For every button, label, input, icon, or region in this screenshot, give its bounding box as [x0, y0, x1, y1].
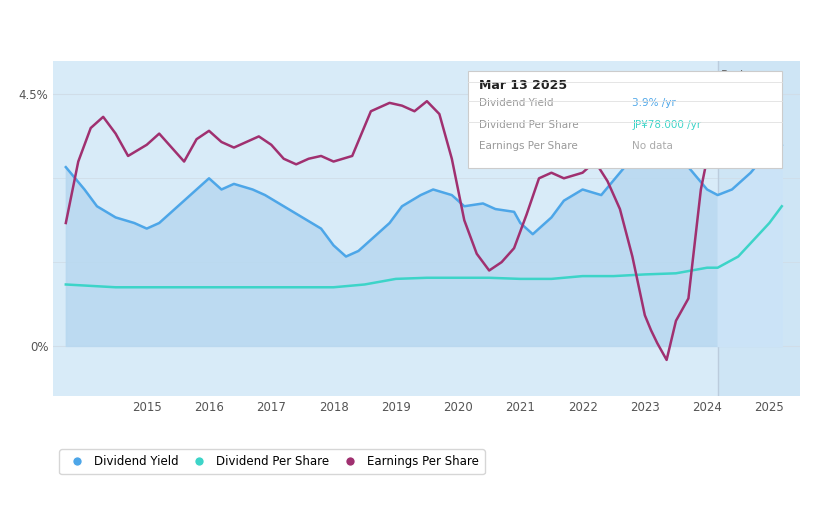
Text: Mar 13 2025: Mar 13 2025 [479, 79, 567, 92]
Text: Past: Past [721, 69, 745, 82]
Legend: Dividend Yield, Dividend Per Share, Earnings Per Share: Dividend Yield, Dividend Per Share, Earn… [59, 450, 484, 474]
Text: 3.9% /yr: 3.9% /yr [632, 98, 677, 108]
Text: No data: No data [632, 141, 673, 151]
Text: Dividend Per Share: Dividend Per Share [479, 120, 579, 130]
Bar [718, 61, 800, 396]
Text: Earnings Per Share: Earnings Per Share [479, 141, 578, 151]
Bar [53, 61, 718, 396]
FancyBboxPatch shape [468, 71, 782, 168]
Text: JP¥78.000 /yr: JP¥78.000 /yr [632, 120, 701, 130]
Text: Dividend Yield: Dividend Yield [479, 98, 553, 108]
